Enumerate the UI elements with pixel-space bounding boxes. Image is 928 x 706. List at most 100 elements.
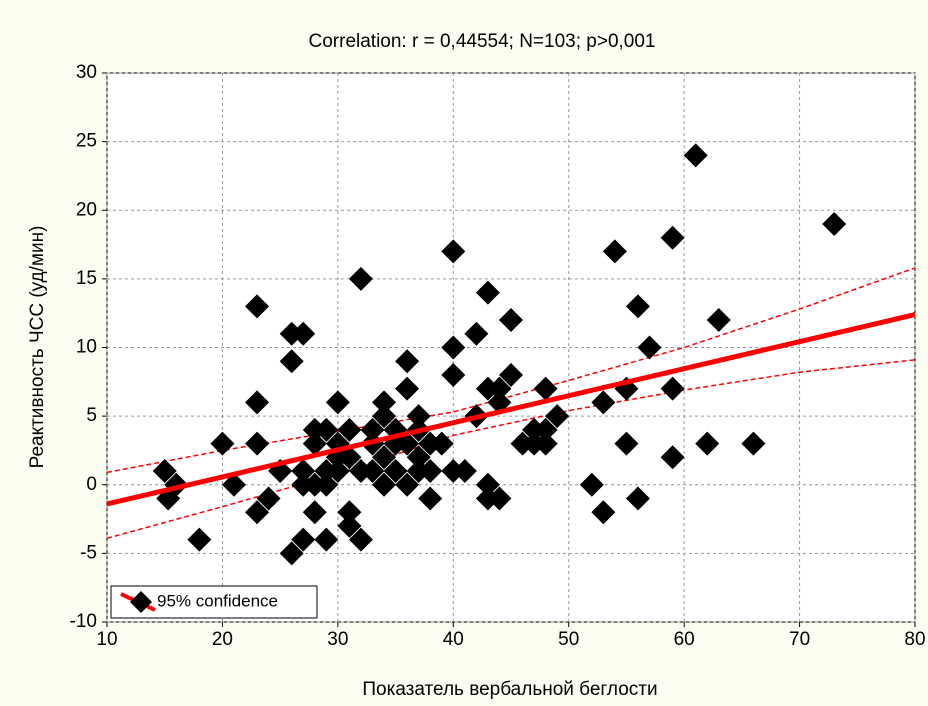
point [395, 472, 420, 497]
point [487, 376, 512, 401]
point [487, 486, 512, 511]
x-axis-label: Показатель вербальной беглости [362, 679, 657, 700]
point [302, 500, 327, 525]
point [291, 459, 316, 484]
x-tick-label: 30 [327, 629, 348, 650]
point [245, 294, 270, 319]
point [395, 349, 420, 374]
chart-title: Correlation: r = 0,44554; N=103; p>0,001 [309, 31, 656, 52]
x-tick-label: 10 [96, 629, 117, 650]
point [637, 335, 662, 360]
y-axis-label: Реактивность ЧСС (уд/мин) [27, 226, 48, 469]
point [591, 390, 616, 415]
point [683, 143, 708, 168]
x-tick-label: 40 [443, 629, 464, 650]
y-tick-label: 20 [76, 199, 97, 220]
y-tick-label: -10 [70, 611, 97, 632]
point [533, 431, 558, 456]
point [291, 321, 316, 346]
y-tick-label: 25 [76, 131, 97, 152]
point [695, 431, 720, 456]
point [372, 445, 397, 470]
point [314, 527, 339, 552]
x-tick-label: 60 [674, 629, 695, 650]
point [245, 500, 270, 525]
point [314, 472, 339, 497]
point [348, 527, 373, 552]
y-tick-label: 5 [86, 405, 97, 426]
y-tick-label: 0 [86, 474, 97, 495]
point [372, 472, 397, 497]
point [418, 459, 443, 484]
point [383, 459, 408, 484]
point [291, 472, 316, 497]
point [441, 335, 466, 360]
point [464, 321, 489, 346]
point [441, 239, 466, 264]
point [499, 308, 523, 333]
point [360, 459, 385, 484]
point [533, 417, 558, 442]
point [291, 527, 316, 552]
point [602, 239, 627, 264]
point [210, 431, 235, 456]
point [406, 445, 431, 470]
x-tick-label: 20 [212, 629, 233, 650]
point [591, 500, 616, 525]
point [533, 376, 558, 401]
point [625, 294, 650, 319]
point [302, 431, 327, 456]
point [314, 417, 339, 442]
confidence-band [106, 267, 916, 474]
point [406, 404, 431, 429]
x-tick-label: 50 [558, 629, 579, 650]
y-tick-label: 30 [76, 62, 97, 83]
point [325, 390, 350, 415]
point [256, 486, 281, 511]
point [395, 376, 420, 401]
point [337, 417, 362, 442]
point [452, 459, 477, 484]
point [348, 266, 373, 291]
point [706, 308, 731, 333]
point [418, 486, 443, 511]
point [625, 486, 650, 511]
point [337, 513, 362, 538]
point [660, 225, 685, 250]
point [441, 362, 466, 387]
point [279, 349, 304, 374]
point [822, 211, 847, 236]
point [337, 500, 362, 525]
point [372, 390, 397, 415]
point [337, 445, 362, 470]
point [429, 431, 454, 456]
point [614, 431, 639, 456]
point [545, 404, 570, 429]
fit-line [106, 312, 916, 507]
point [221, 472, 246, 497]
point [660, 445, 685, 470]
x-tick-label: 80 [904, 629, 925, 650]
legend-label: 95% confidence [157, 591, 278, 610]
y-tick-label: 15 [76, 268, 97, 289]
point [372, 404, 397, 429]
point [660, 376, 685, 401]
y-tick-label: 10 [76, 337, 97, 358]
point [741, 431, 766, 456]
x-tick-label: 70 [789, 629, 810, 650]
point [579, 472, 604, 497]
confidence-band [106, 359, 916, 540]
y-tick-label: -5 [80, 542, 97, 563]
point [475, 472, 500, 497]
point [245, 431, 270, 456]
point [152, 459, 177, 484]
legend-marker [130, 591, 152, 613]
point [360, 417, 385, 442]
point [325, 459, 350, 484]
point [499, 362, 523, 387]
point [279, 541, 304, 566]
point [475, 280, 500, 305]
point [187, 527, 212, 552]
